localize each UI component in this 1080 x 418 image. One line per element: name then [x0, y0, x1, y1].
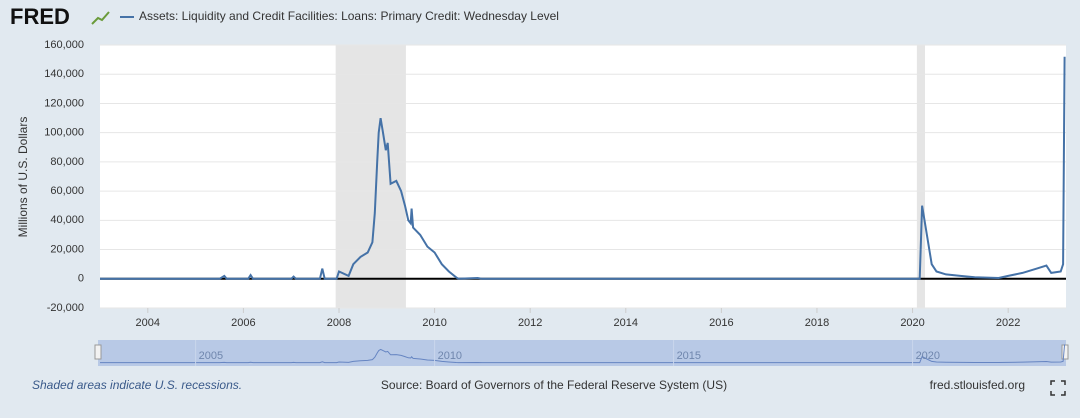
y-axis-label: Millions of U.S. Dollars: [16, 117, 30, 238]
navigator-label: 2005: [199, 350, 223, 362]
legend-label: Assets: Liquidity and Credit Facilities:…: [139, 9, 559, 23]
site: fred.stlouisfed.org: [930, 378, 1025, 392]
y-tick-label: -20,000: [47, 302, 84, 314]
y-tick-label: 0: [78, 273, 84, 285]
navigator[interactable]: [98, 340, 1066, 366]
x-tick-label: 2020: [900, 317, 924, 329]
y-tick-label: 100,000: [44, 127, 84, 139]
navigator-label: 2010: [438, 350, 462, 362]
x-tick-label: 2014: [614, 317, 638, 329]
x-tick-label: 2016: [709, 317, 733, 329]
y-tick-label: 80,000: [50, 156, 84, 168]
y-tick-label: 60,000: [50, 185, 84, 197]
plot-area: [100, 45, 1066, 308]
navigator-line: [100, 344, 1066, 364]
y-tick-label: 160,000: [44, 39, 84, 51]
navigator-label: 2015: [677, 350, 701, 362]
y-tick-label: 120,000: [44, 97, 84, 109]
navigator-handle[interactable]: [1061, 344, 1069, 360]
x-tick-label: 2006: [231, 317, 255, 329]
x-tick-label: 2008: [327, 317, 351, 329]
source: Source: Board of Governors of the Federa…: [381, 378, 727, 392]
y-tick-label: 20,000: [50, 243, 84, 255]
brand: FRED: [10, 4, 70, 29]
navigator-label: 2020: [916, 350, 940, 362]
x-tick-label: 2004: [136, 317, 160, 329]
x-tick-label: 2022: [996, 317, 1020, 329]
y-tick-label: 40,000: [50, 214, 84, 226]
x-tick-label: 2010: [422, 317, 446, 329]
x-tick-label: 2012: [518, 317, 542, 329]
y-tick-label: 140,000: [44, 68, 84, 80]
recession-band: [335, 45, 406, 308]
recession-note: Shaded areas indicate U.S. recessions.: [32, 378, 242, 392]
brand-icon: [91, 11, 110, 25]
fullscreen-icon[interactable]: [1050, 380, 1066, 396]
series-line: [100, 56, 1066, 280]
x-tick-label: 2018: [805, 317, 829, 329]
recession-band: [916, 45, 925, 308]
navigator-handle[interactable]: [94, 344, 102, 360]
